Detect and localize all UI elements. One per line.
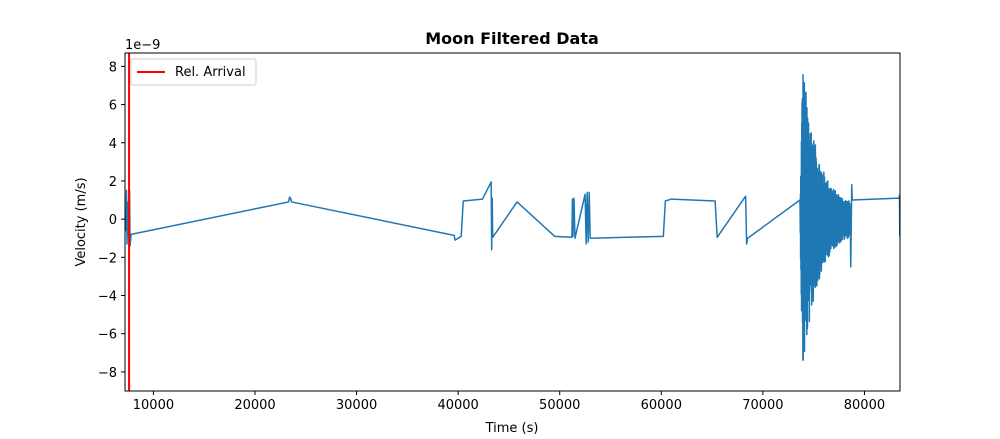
x-tick-label: 80000 — [844, 398, 885, 413]
y-tick-label: −4 — [98, 290, 117, 305]
y-tick-label: −8 — [98, 366, 117, 381]
x-tick-label: 30000 — [336, 398, 377, 413]
x-tick-label: 10000 — [133, 398, 174, 413]
y-tick-label: 0 — [109, 213, 117, 228]
plot-frame — [124, 52, 901, 392]
x-axis: 10000 20000 30000 40000 50000 60000 70000 80000 — [133, 391, 885, 413]
x-tick-label: 40000 — [437, 398, 478, 413]
y-tick-label: 6 — [109, 99, 117, 114]
data-layer — [125, 53, 900, 391]
x-tick-label: 70000 — [742, 398, 783, 413]
y-scale-label: 1e−9 — [125, 38, 160, 53]
y-axis: −8 −6 −4 −2 0 2 4 6 8 — [98, 60, 125, 381]
legend-label: Rel. Arrival — [175, 65, 246, 80]
velocity-series-line — [125, 74, 900, 361]
x-tick-label: 20000 — [234, 398, 275, 413]
y-tick-label: −6 — [98, 328, 117, 343]
y-tick-label: 4 — [109, 137, 117, 152]
x-axis-label: Time (s) — [485, 421, 539, 436]
x-tick-label: 50000 — [539, 398, 580, 413]
y-tick-label: 2 — [109, 175, 117, 190]
x-tick-label: 60000 — [641, 398, 682, 413]
plot-area — [124, 52, 901, 392]
legend: Rel. Arrival — [130, 58, 257, 86]
y-tick-label: −2 — [98, 251, 117, 266]
y-tick-label: 8 — [109, 60, 117, 75]
chart-title: Moon Filtered Data — [425, 29, 599, 48]
legend-box — [130, 58, 257, 86]
y-axis-label: Velocity (m/s) — [74, 177, 89, 266]
